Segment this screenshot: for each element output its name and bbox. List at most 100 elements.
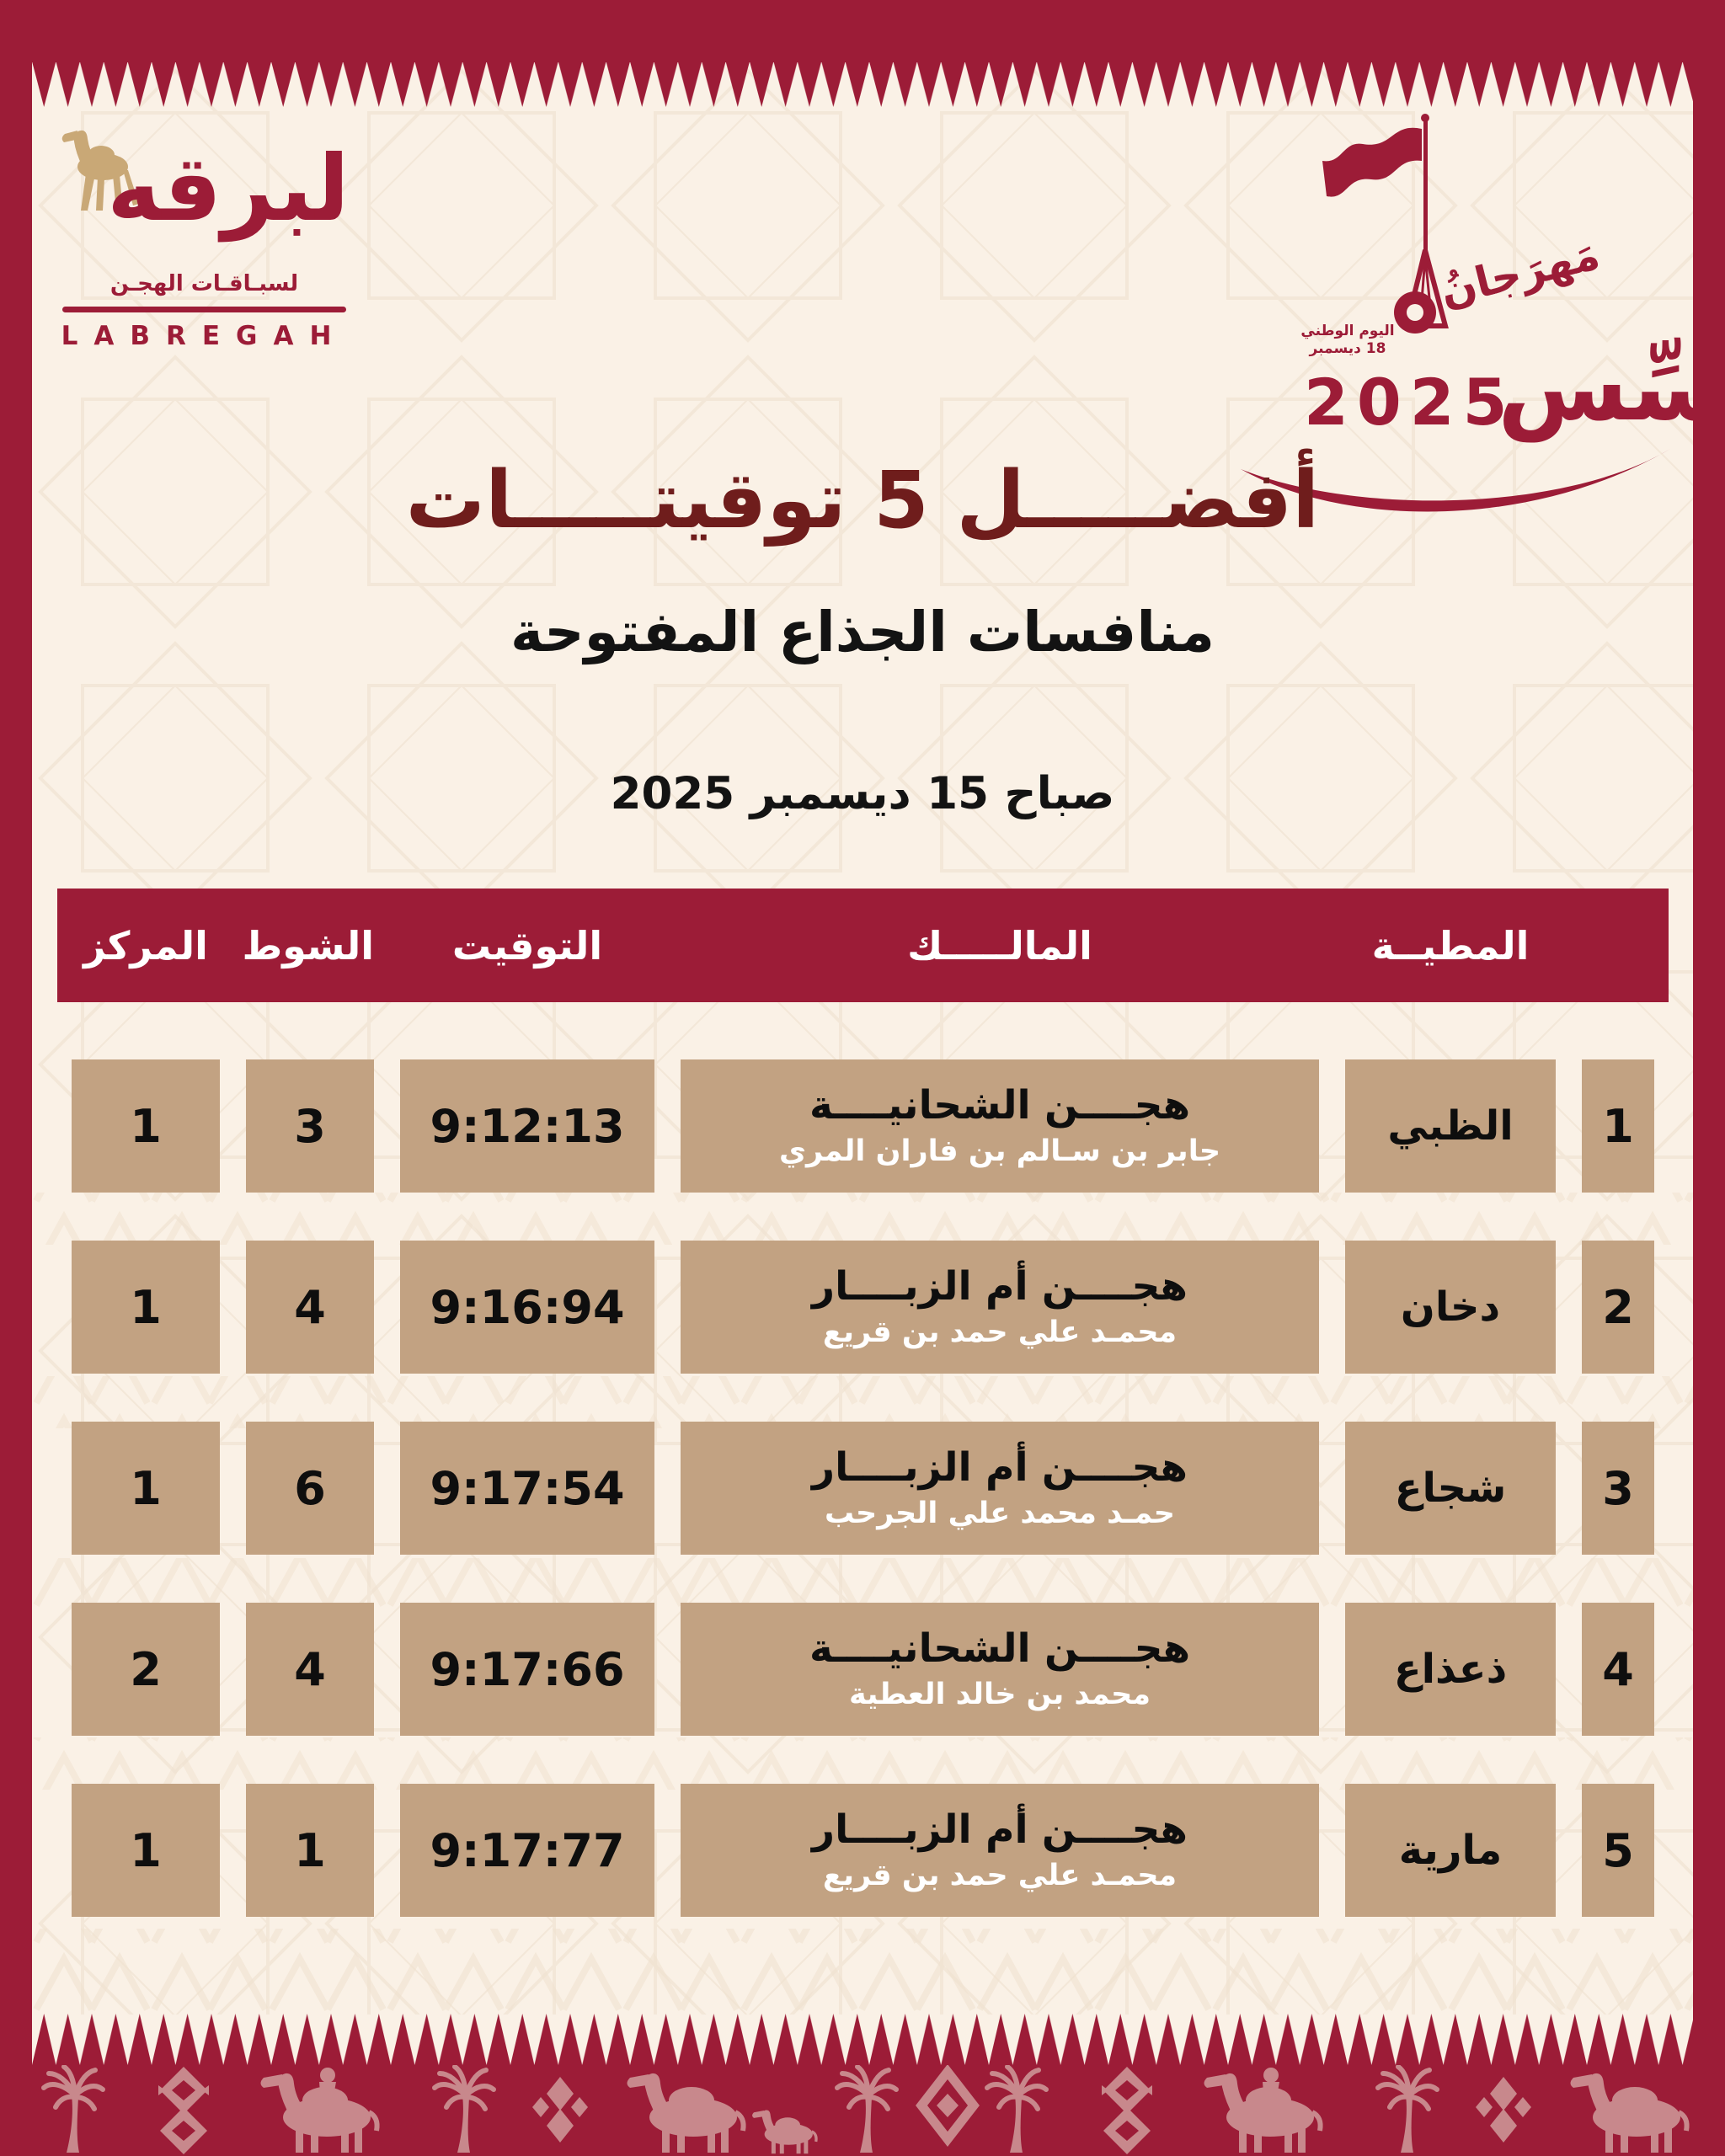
- time-value: 9:16:94: [430, 1280, 625, 1334]
- position-cell: 1: [72, 1241, 220, 1374]
- camel-icon: [61, 130, 139, 211]
- rank-value: 1: [1602, 1099, 1634, 1153]
- rank-cell: 3: [1582, 1422, 1654, 1555]
- owner-stable: هجــــن أم الزبــــار: [812, 1444, 1188, 1491]
- poster-subtitle: منافسات الجذاع المفتوحة: [510, 600, 1215, 664]
- table-row: 5 مارية هجــــن أم الزبــــار محمـد علي …: [72, 1784, 1654, 1917]
- position-value: 1: [130, 1099, 162, 1153]
- round-value: 4: [294, 1642, 326, 1696]
- founder-festival-logo: اليوم الوطني 18 ديسمبر مَهرَجانُ المؤسِّ…: [1203, 97, 1725, 518]
- qatar-flag-icon: [1322, 114, 1429, 250]
- owner-cell: هجــــن أم الزبــــار محمـد علي حمد بن ق…: [681, 1241, 1319, 1374]
- poster-date: صباح 15 ديسمبر 2025: [610, 768, 1115, 819]
- calligraphy-swoosh: [1241, 449, 1670, 512]
- bottom-zigzag-border: [32, 2014, 1693, 2065]
- brand-tagline-arabic: لسبـاقـات الهجـن: [109, 271, 299, 296]
- rank-value: 5: [1602, 1823, 1634, 1877]
- position-cell: 1: [72, 1784, 220, 1917]
- top-zigzag-border: [32, 61, 1693, 107]
- header-owner: المالـــــك: [907, 922, 1092, 969]
- position-value: 1: [130, 1823, 162, 1877]
- camel-name: دخان: [1400, 1283, 1501, 1331]
- right-border-band: [1693, 0, 1725, 2156]
- owner-stable: هجــــن الشحانيــــة: [809, 1082, 1191, 1129]
- round-value: 1: [294, 1823, 326, 1877]
- camel-name: شجاع: [1394, 1465, 1507, 1512]
- round-cell: 4: [246, 1241, 374, 1374]
- labregah-logo-main: لبرقه: [59, 130, 350, 270]
- round-cell: 4: [246, 1603, 374, 1736]
- round-value: 4: [294, 1280, 326, 1334]
- owner-person: محمـد علي حمد بن قريع: [822, 1859, 1178, 1892]
- camel-cell: مارية: [1345, 1784, 1556, 1917]
- national-day-emblem: [1322, 114, 1449, 334]
- time-cell: 9:17:77: [400, 1784, 654, 1917]
- top-border-band: [0, 0, 1725, 62]
- emblem-caption: اليوم الوطني 18 ديسمبر: [1297, 323, 1398, 359]
- owner-cell: هجــــن الشحانيــــة محمد بن خالد العطية: [681, 1603, 1319, 1736]
- rank-cell: 1: [1582, 1059, 1654, 1193]
- labregah-logo: لبرقه لسبـاقـات الهجـن LABREGAH: [59, 130, 350, 351]
- round-cell: 1: [246, 1784, 374, 1917]
- emblem-date: 18 ديسمبر: [1309, 340, 1386, 358]
- round-cell: 3: [246, 1059, 374, 1193]
- header-position: المركز: [83, 922, 208, 969]
- time-cell: 9:12:13: [400, 1059, 654, 1193]
- rank-value: 4: [1602, 1642, 1634, 1696]
- table-body: 1 الظبي هجــــن الشحانيــــة جابر بن سـا…: [72, 1059, 1654, 1917]
- position-cell: 2: [72, 1603, 220, 1736]
- bottom-frieze-camel-palm-pattern: [32, 2065, 1693, 2156]
- header-time: التوقيت: [451, 922, 603, 969]
- owner-cell: هجــــن أم الزبــــار محمـد علي حمد بن ق…: [681, 1784, 1319, 1917]
- time-value: 9:17:77: [430, 1823, 625, 1877]
- brand-name-arabic: لبرقه: [106, 136, 350, 242]
- camel-name: مارية: [1398, 1827, 1503, 1874]
- position-cell: 1: [72, 1059, 220, 1193]
- time-cell: 9:16:94: [400, 1241, 654, 1374]
- camel-name: الظبي: [1387, 1102, 1514, 1150]
- position-cell: 1: [72, 1422, 220, 1555]
- round-cell: 6: [246, 1422, 374, 1555]
- table-header-bar: المطيــة المالـــــك التوقيت الشوط المرك…: [57, 889, 1669, 1002]
- camel-cell: ذعذاع: [1345, 1603, 1556, 1736]
- round-value: 6: [294, 1461, 326, 1515]
- time-value: 9:17:66: [430, 1642, 625, 1696]
- time-cell: 9:17:66: [400, 1603, 654, 1736]
- poster-title: أفضـــــل 5 توقيتـــــات: [405, 455, 1320, 547]
- camel-name: ذعذاع: [1393, 1646, 1508, 1693]
- owner-person: محمـد علي حمد بن قريع: [822, 1315, 1178, 1349]
- table-row: 1 الظبي هجــــن الشحانيــــة جابر بن سـا…: [72, 1059, 1654, 1193]
- brand-name-latin: LABREGAH: [61, 321, 348, 351]
- monument-icon: [1394, 249, 1449, 334]
- table-row: 4 ذعذاع هجــــن الشحانيــــة محمد بن خال…: [72, 1603, 1654, 1736]
- table-row: 2 دخان هجــــن أم الزبــــار محمـد علي ح…: [72, 1241, 1654, 1374]
- festival-year: 2025: [1304, 365, 1516, 440]
- position-value: 2: [130, 1642, 162, 1696]
- rank-cell: 2: [1582, 1241, 1654, 1374]
- rank-value: 3: [1602, 1461, 1634, 1515]
- header-round: الشوط: [242, 922, 374, 969]
- left-border-band: [0, 0, 32, 2156]
- position-value: 1: [130, 1280, 162, 1334]
- logo-divider-line: [62, 307, 346, 312]
- time-value: 9:17:54: [430, 1461, 625, 1515]
- time-value: 9:12:13: [430, 1099, 625, 1153]
- camel-cell: شجاع: [1345, 1422, 1556, 1555]
- rank-cell: 5: [1582, 1784, 1654, 1917]
- owner-cell: هجــــن أم الزبــــار حمـد محمد علي الجر…: [681, 1422, 1319, 1555]
- emblem-title: اليوم الوطني: [1300, 323, 1395, 339]
- header-camel: المطيــة: [1371, 922, 1530, 969]
- owner-cell: هجــــن الشحانيــــة جابر بن سـالم بن فا…: [681, 1059, 1319, 1193]
- founder-word: المؤسِّس: [1498, 333, 1725, 442]
- owner-person: جابر بن سـالم بن فاران المري: [778, 1134, 1221, 1168]
- position-value: 1: [130, 1461, 162, 1515]
- owner-stable: هجــــن الشحانيــــة: [809, 1625, 1191, 1672]
- owner-person: محمد بن خالد العطية: [849, 1678, 1151, 1711]
- owner-person: حمـد محمد علي الجرحب: [824, 1497, 1176, 1530]
- table-row: 3 شجاع هجــــن أم الزبــــار حمـد محمد ع…: [72, 1422, 1654, 1555]
- owner-stable: هجــــن أم الزبــــار: [812, 1263, 1188, 1310]
- results-table: المطيــة المالـــــك التوقيت الشوط المرك…: [57, 889, 1669, 1965]
- camel-cell: الظبي: [1345, 1059, 1556, 1193]
- round-value: 3: [294, 1099, 326, 1153]
